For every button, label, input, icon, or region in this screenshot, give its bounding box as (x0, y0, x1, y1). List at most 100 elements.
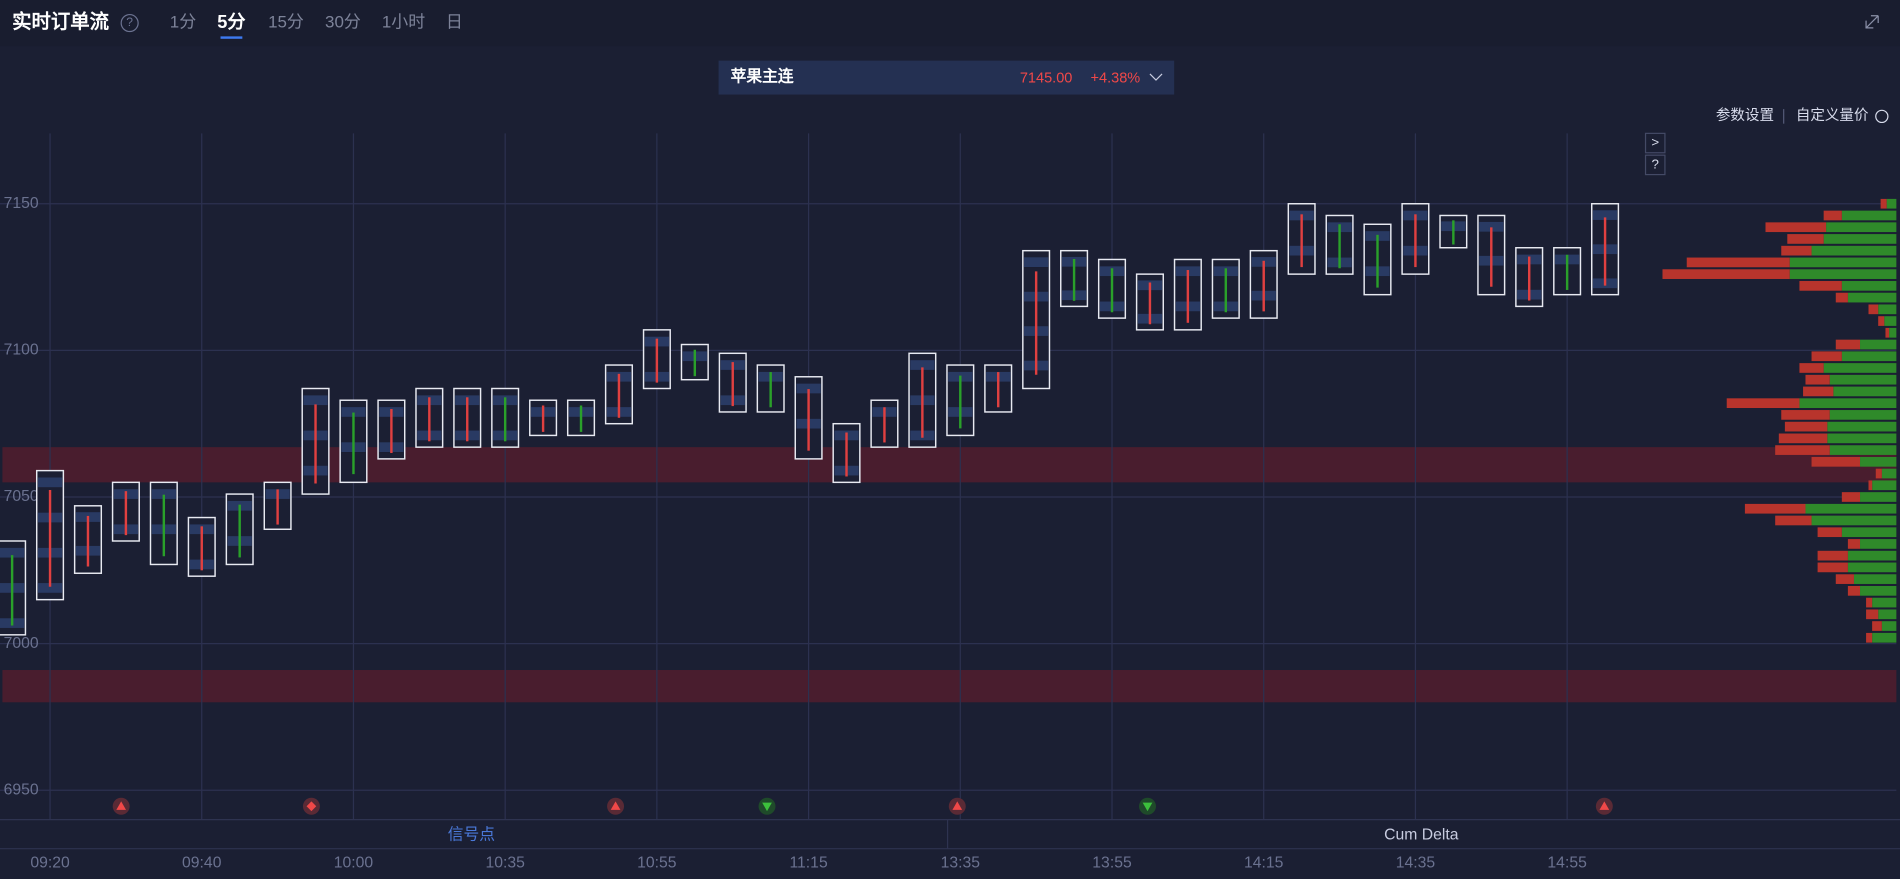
profile-sell (1823, 210, 1842, 221)
cell-shade (37, 583, 63, 593)
signal-up (116, 801, 127, 810)
profile-buy (1878, 609, 1897, 620)
symbol-name: 苹果主连 (731, 67, 794, 86)
profile-buy (1884, 316, 1897, 326)
cell-shade (1592, 210, 1618, 220)
profile-sell (1799, 363, 1824, 373)
tab[interactable]: 5分 (217, 12, 246, 32)
cell-shade (1479, 221, 1504, 232)
cell-shade (303, 395, 328, 406)
profile-sell (1803, 386, 1834, 397)
profile-sell (1878, 316, 1885, 326)
signal-up (952, 801, 963, 810)
profile-buy (1841, 210, 1897, 221)
profile-buy (1833, 386, 1897, 397)
profile-buy (1886, 198, 1897, 209)
panel-tab[interactable]: 信号点 (448, 826, 495, 844)
x-tick-label: 13:35 (941, 854, 981, 871)
side-button-label[interactable]: > (1651, 135, 1659, 150)
profile-buy (1847, 562, 1897, 573)
profile-buy (1860, 492, 1897, 502)
y-tick-label: 7150 (4, 195, 39, 212)
settings-link[interactable]: 参数设置 (1716, 107, 1774, 124)
profile-sell (1872, 621, 1882, 631)
x-tick-label: 14:55 (1547, 854, 1587, 871)
profile-sell (1847, 586, 1861, 596)
cell-shade (37, 477, 63, 488)
cell-shade (1024, 257, 1049, 268)
profile-buy (1823, 234, 1897, 244)
profile-sell (1775, 515, 1812, 526)
signal-down (1142, 802, 1153, 812)
settings-icon[interactable] (1875, 109, 1889, 124)
profile-sell (1799, 281, 1842, 291)
x-tick-label: 14:15 (1244, 854, 1284, 871)
profile-buy (1841, 281, 1897, 291)
tab[interactable]: 日 (446, 13, 463, 32)
symbol-box[interactable] (718, 60, 1175, 95)
profile-buy (1789, 257, 1897, 268)
tab[interactable]: 1分 (170, 13, 196, 32)
cell-shade (151, 489, 176, 499)
profile-buy (1881, 621, 1897, 631)
side-button[interactable] (1644, 132, 1666, 154)
cell-shade (910, 360, 935, 370)
profile-buy (1872, 480, 1897, 491)
profile-buy (1826, 222, 1897, 233)
profile-buy (1860, 539, 1897, 549)
signal-mark (306, 801, 317, 812)
profile-sell (1866, 597, 1873, 608)
custom-link[interactable]: 自定义量价 (1796, 107, 1869, 124)
profile-buy (1811, 515, 1897, 526)
profile-buy (1789, 269, 1897, 279)
side-button-label[interactable]: ? (1652, 156, 1659, 171)
tab[interactable]: 30分 (325, 13, 361, 32)
side-button[interactable] (1644, 154, 1666, 176)
profile-sell (1875, 468, 1882, 479)
help-text[interactable]: ? (126, 15, 133, 29)
signal-up (610, 801, 621, 810)
dropdown-arrow[interactable] (1149, 73, 1163, 81)
profile-buy (1872, 632, 1897, 643)
symbol-change: +4.38% (1091, 71, 1141, 87)
profile-buy (1841, 351, 1897, 362)
profile-sell (1866, 609, 1879, 620)
tab[interactable]: 15分 (268, 13, 304, 32)
x-tick-label: 11:15 (789, 854, 827, 871)
profile-buy (1841, 527, 1897, 538)
profile-sell (1835, 574, 1854, 584)
symbol-price: 7145.00 (1020, 71, 1073, 87)
profile-sell (1775, 445, 1830, 455)
profile-sell (1835, 339, 1861, 350)
profile-sell (1811, 456, 1861, 467)
profile-buy (1847, 292, 1897, 303)
profile-sell (1765, 222, 1827, 233)
profile-sell (1817, 562, 1848, 573)
profile-buy (1889, 327, 1897, 338)
x-tick-label: 09:20 (30, 854, 70, 871)
profile-sell (1787, 234, 1824, 244)
profile-sell (1726, 398, 1800, 409)
profile-sell (1817, 550, 1848, 561)
signal-up (1599, 801, 1610, 810)
tab-underline (220, 36, 243, 39)
x-tick-label: 13:55 (1092, 854, 1132, 871)
x-tick-label: 10:00 (334, 854, 374, 871)
collapse-icon[interactable] (1865, 15, 1879, 29)
profile-sell (1835, 292, 1848, 303)
help-icon[interactable] (120, 13, 139, 33)
profile-buy (1860, 586, 1897, 596)
y-tick-label: 7000 (4, 635, 39, 652)
tab[interactable]: 1小时 (382, 13, 425, 32)
y-tick-label: 7100 (4, 342, 39, 359)
panel-tab[interactable]: Cum Delta (1384, 827, 1459, 844)
profile-buy (1860, 339, 1897, 350)
profile-buy (1829, 410, 1897, 420)
profile-buy (1847, 550, 1897, 561)
profile-sell (1686, 257, 1790, 268)
x-tick-label: 09:40 (182, 854, 222, 871)
profile-buy (1827, 421, 1897, 432)
